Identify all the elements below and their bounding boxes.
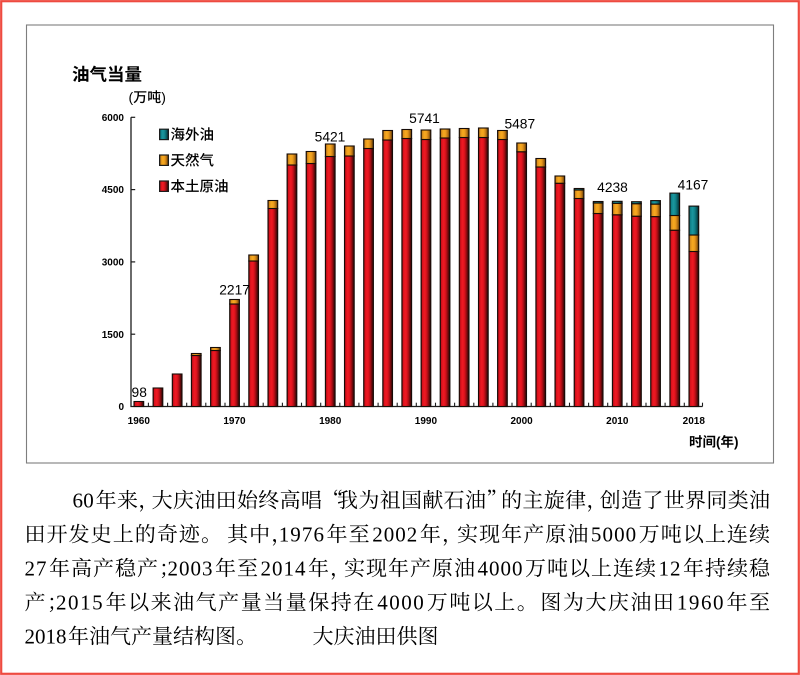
svg-text:8: 8 xyxy=(56,625,67,649)
svg-text:2: 2 xyxy=(261,557,272,581)
svg-text:7: 7 xyxy=(36,557,47,581)
svg-text:98: 98 xyxy=(132,385,148,400)
svg-text:1960: 1960 xyxy=(128,416,151,427)
svg-text:5487: 5487 xyxy=(504,116,535,131)
svg-text:1: 1 xyxy=(279,523,290,547)
svg-text:4: 4 xyxy=(295,557,306,581)
svg-text:2: 2 xyxy=(56,591,67,615)
svg-text:0: 0 xyxy=(191,557,202,581)
svg-text:4: 4 xyxy=(478,557,489,581)
svg-text:2: 2 xyxy=(168,557,179,581)
svg-text:0: 0 xyxy=(179,557,190,581)
svg-text:(: ( xyxy=(129,89,134,105)
svg-text:1980: 1980 xyxy=(319,416,342,427)
svg-text:6: 6 xyxy=(314,523,325,547)
svg-text:2: 2 xyxy=(25,557,36,581)
svg-text:9: 9 xyxy=(290,523,301,547)
svg-text:0: 0 xyxy=(401,591,412,615)
svg-text:9: 9 xyxy=(689,591,700,615)
svg-text:1990: 1990 xyxy=(415,416,438,427)
svg-text:2010: 2010 xyxy=(606,416,629,427)
svg-text:0: 0 xyxy=(603,523,614,547)
svg-text:1: 1 xyxy=(659,557,670,581)
svg-text:4: 4 xyxy=(377,591,388,615)
svg-text:0: 0 xyxy=(395,523,406,547)
svg-text:0: 0 xyxy=(384,523,395,547)
svg-text:0: 0 xyxy=(413,591,424,615)
svg-text:1500: 1500 xyxy=(102,330,125,341)
svg-text:4238: 4238 xyxy=(597,180,628,195)
svg-text:2217: 2217 xyxy=(219,283,250,298)
svg-text:): ) xyxy=(161,89,166,105)
svg-text:6: 6 xyxy=(73,489,84,513)
svg-text:4500: 4500 xyxy=(102,185,125,196)
svg-text:5: 5 xyxy=(591,523,602,547)
svg-text:5421: 5421 xyxy=(315,130,346,145)
svg-text:1: 1 xyxy=(677,591,688,615)
svg-text:2: 2 xyxy=(25,625,36,649)
svg-text:2: 2 xyxy=(372,523,383,547)
svg-text:0: 0 xyxy=(512,557,523,581)
svg-text:1: 1 xyxy=(46,625,57,649)
svg-text:(: ( xyxy=(716,435,721,450)
svg-text:1: 1 xyxy=(80,591,91,615)
svg-text:0: 0 xyxy=(614,523,625,547)
svg-text:0: 0 xyxy=(389,591,400,615)
svg-text:0: 0 xyxy=(83,489,94,513)
svg-text:4167: 4167 xyxy=(678,177,709,192)
svg-text:1970: 1970 xyxy=(223,416,246,427)
svg-text:6: 6 xyxy=(701,591,712,615)
svg-text:2: 2 xyxy=(670,557,681,581)
svg-text:0: 0 xyxy=(118,402,124,413)
svg-text:0: 0 xyxy=(68,591,79,615)
svg-text:0: 0 xyxy=(489,557,500,581)
svg-text:0: 0 xyxy=(501,557,512,581)
svg-text:0: 0 xyxy=(35,625,46,649)
svg-text:2: 2 xyxy=(407,523,418,547)
svg-text:5741: 5741 xyxy=(409,111,440,126)
svg-text:2018: 2018 xyxy=(683,416,706,427)
svg-text:3000: 3000 xyxy=(102,258,125,269)
svg-text:1: 1 xyxy=(284,557,295,581)
svg-text:6000: 6000 xyxy=(102,113,125,124)
svg-text:3: 3 xyxy=(202,557,213,581)
svg-text:0: 0 xyxy=(626,523,637,547)
svg-text:5: 5 xyxy=(92,591,103,615)
svg-text:): ) xyxy=(734,435,739,450)
svg-text:0: 0 xyxy=(272,557,283,581)
svg-text:2000: 2000 xyxy=(510,416,533,427)
svg-text:7: 7 xyxy=(302,523,313,547)
svg-text:0: 0 xyxy=(713,591,724,615)
